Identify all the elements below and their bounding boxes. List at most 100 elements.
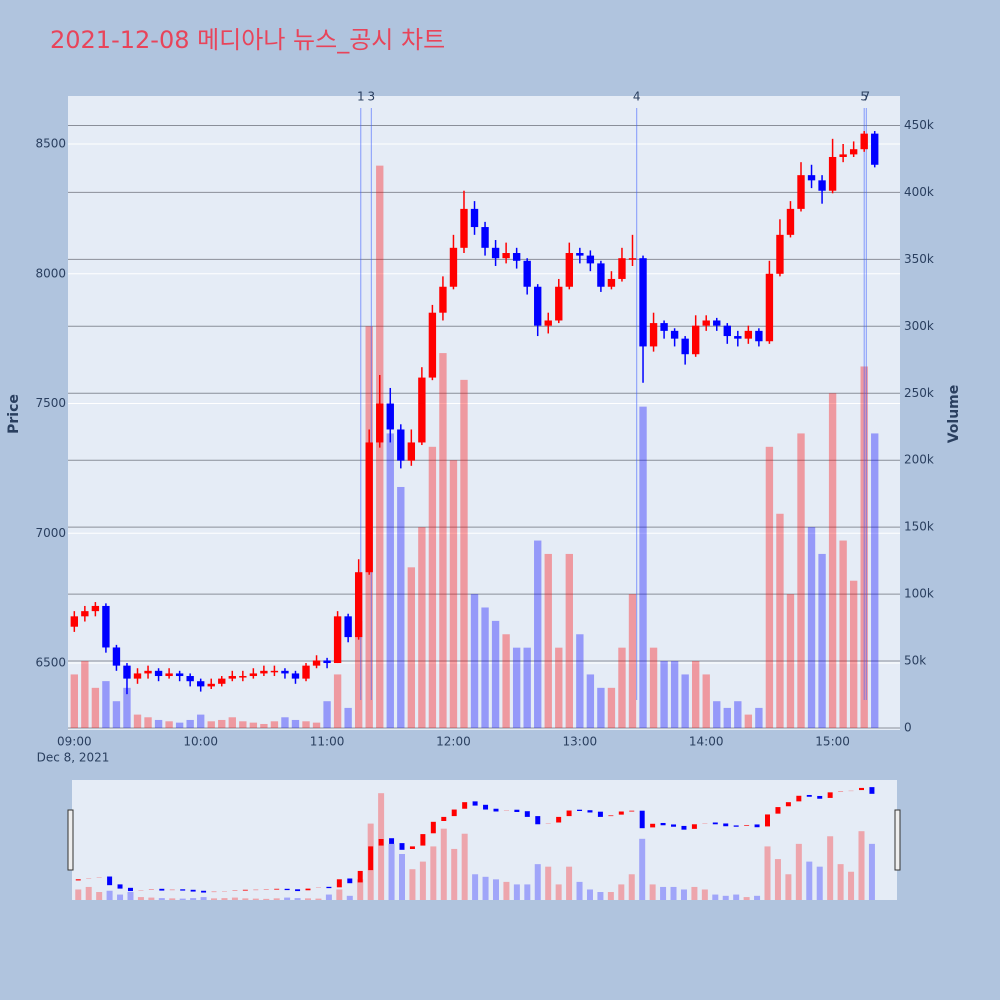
volume-bar <box>291 719 300 728</box>
mini-volume <box>806 861 813 900</box>
mini-volume <box>284 897 291 900</box>
volume-bar <box>481 607 489 728</box>
mini-volume <box>597 892 604 900</box>
mini-volume <box>524 884 531 900</box>
mini-volume <box>242 898 249 900</box>
mini-volume <box>378 793 385 900</box>
volume-bar <box>354 620 363 728</box>
mini-volume <box>566 866 573 900</box>
volume-bar <box>807 527 816 728</box>
candle-body <box>523 260 531 287</box>
y2-tick-label: 250k <box>904 386 934 400</box>
mini-volume <box>305 898 312 900</box>
volume-bar <box>175 722 184 728</box>
candle-body <box>481 227 489 248</box>
candle-body <box>755 330 763 342</box>
range-handle[interactable] <box>67 809 74 871</box>
candle-body <box>439 286 447 313</box>
candle-body <box>713 320 721 326</box>
candle-body <box>186 676 194 682</box>
mini-volume <box>795 843 802 900</box>
mini-volume <box>764 846 771 900</box>
candle-body <box>228 676 236 679</box>
mini-volume <box>816 866 823 900</box>
mini-volume <box>85 886 92 900</box>
mini-volume <box>137 897 144 900</box>
x-tick-label: 09:00 <box>57 735 92 749</box>
mini-volume <box>252 898 259 900</box>
candle-body <box>281 670 289 674</box>
candle-body <box>302 665 310 679</box>
mini-volume <box>607 892 614 900</box>
volume-bar <box>70 674 79 728</box>
y2-tick-label: 100k <box>904 587 934 601</box>
volume-bar <box>534 540 542 728</box>
candle-body <box>681 338 689 355</box>
x-tick-label: 10:00 <box>183 735 218 749</box>
y2-tick-label: 300k <box>904 319 934 333</box>
volume-bar <box>786 594 795 728</box>
candle-body <box>175 673 184 677</box>
mini-volume <box>221 898 228 900</box>
candle-body <box>607 278 616 287</box>
mini-volume <box>200 897 207 900</box>
volume-bar <box>218 719 226 728</box>
candle-body <box>239 676 247 678</box>
volume-bar <box>628 594 637 728</box>
mini-volume <box>774 859 781 900</box>
mini-volume <box>294 898 301 900</box>
mini-volume <box>701 889 708 900</box>
volume-bar <box>470 594 479 728</box>
y2-tick-label: 350k <box>904 252 934 266</box>
candle-body <box>449 247 458 287</box>
candle-body <box>597 263 605 287</box>
volume-bar <box>597 687 605 728</box>
mini-volume <box>785 874 792 900</box>
candle-body <box>807 175 816 181</box>
mini-volume <box>586 889 593 900</box>
candle-body <box>133 673 142 679</box>
candle-body <box>544 320 552 326</box>
candle-body <box>81 611 89 617</box>
candle-body <box>860 133 868 150</box>
marker-label: 4 <box>633 90 641 104</box>
volume-bar <box>871 433 879 728</box>
x-tick-label: 14:00 <box>689 735 724 749</box>
volume-bar <box>407 567 416 728</box>
volume-bar <box>849 580 858 728</box>
volume-bar <box>586 674 595 728</box>
y2-axis-title: Volume <box>946 385 962 444</box>
mini-volume <box>409 869 416 900</box>
candle-body <box>576 253 584 256</box>
volume-bar <box>576 634 584 728</box>
volume-bar <box>397 486 405 728</box>
candle-body <box>112 647 121 666</box>
candle-body <box>291 673 300 679</box>
mini-volume <box>148 897 155 900</box>
volume-bar <box>755 707 763 728</box>
volume-bar <box>344 707 352 728</box>
volume-bar <box>649 647 658 728</box>
y-tick-label: 7500 <box>35 396 66 410</box>
candle-body <box>102 605 110 648</box>
y-tick-label: 8500 <box>35 137 66 151</box>
y-tick-label: 6500 <box>35 656 66 670</box>
range-handle[interactable] <box>894 809 901 871</box>
mini-volume <box>660 886 667 900</box>
mini-volume <box>743 897 750 900</box>
volume-bar <box>81 661 89 728</box>
volume-bar <box>154 719 163 728</box>
mini-volume <box>451 848 458 900</box>
candle-body <box>70 616 79 627</box>
range-slider[interactable] <box>72 780 897 900</box>
candle-body <box>692 325 700 355</box>
mini-volume <box>827 836 834 900</box>
candle-body <box>871 133 879 165</box>
candle-body <box>333 616 342 664</box>
marker-label: 3 <box>367 90 375 104</box>
candle-body <box>376 403 384 443</box>
volume-bar <box>323 701 331 728</box>
volume-bar <box>133 714 142 728</box>
mini-volume <box>158 898 165 900</box>
